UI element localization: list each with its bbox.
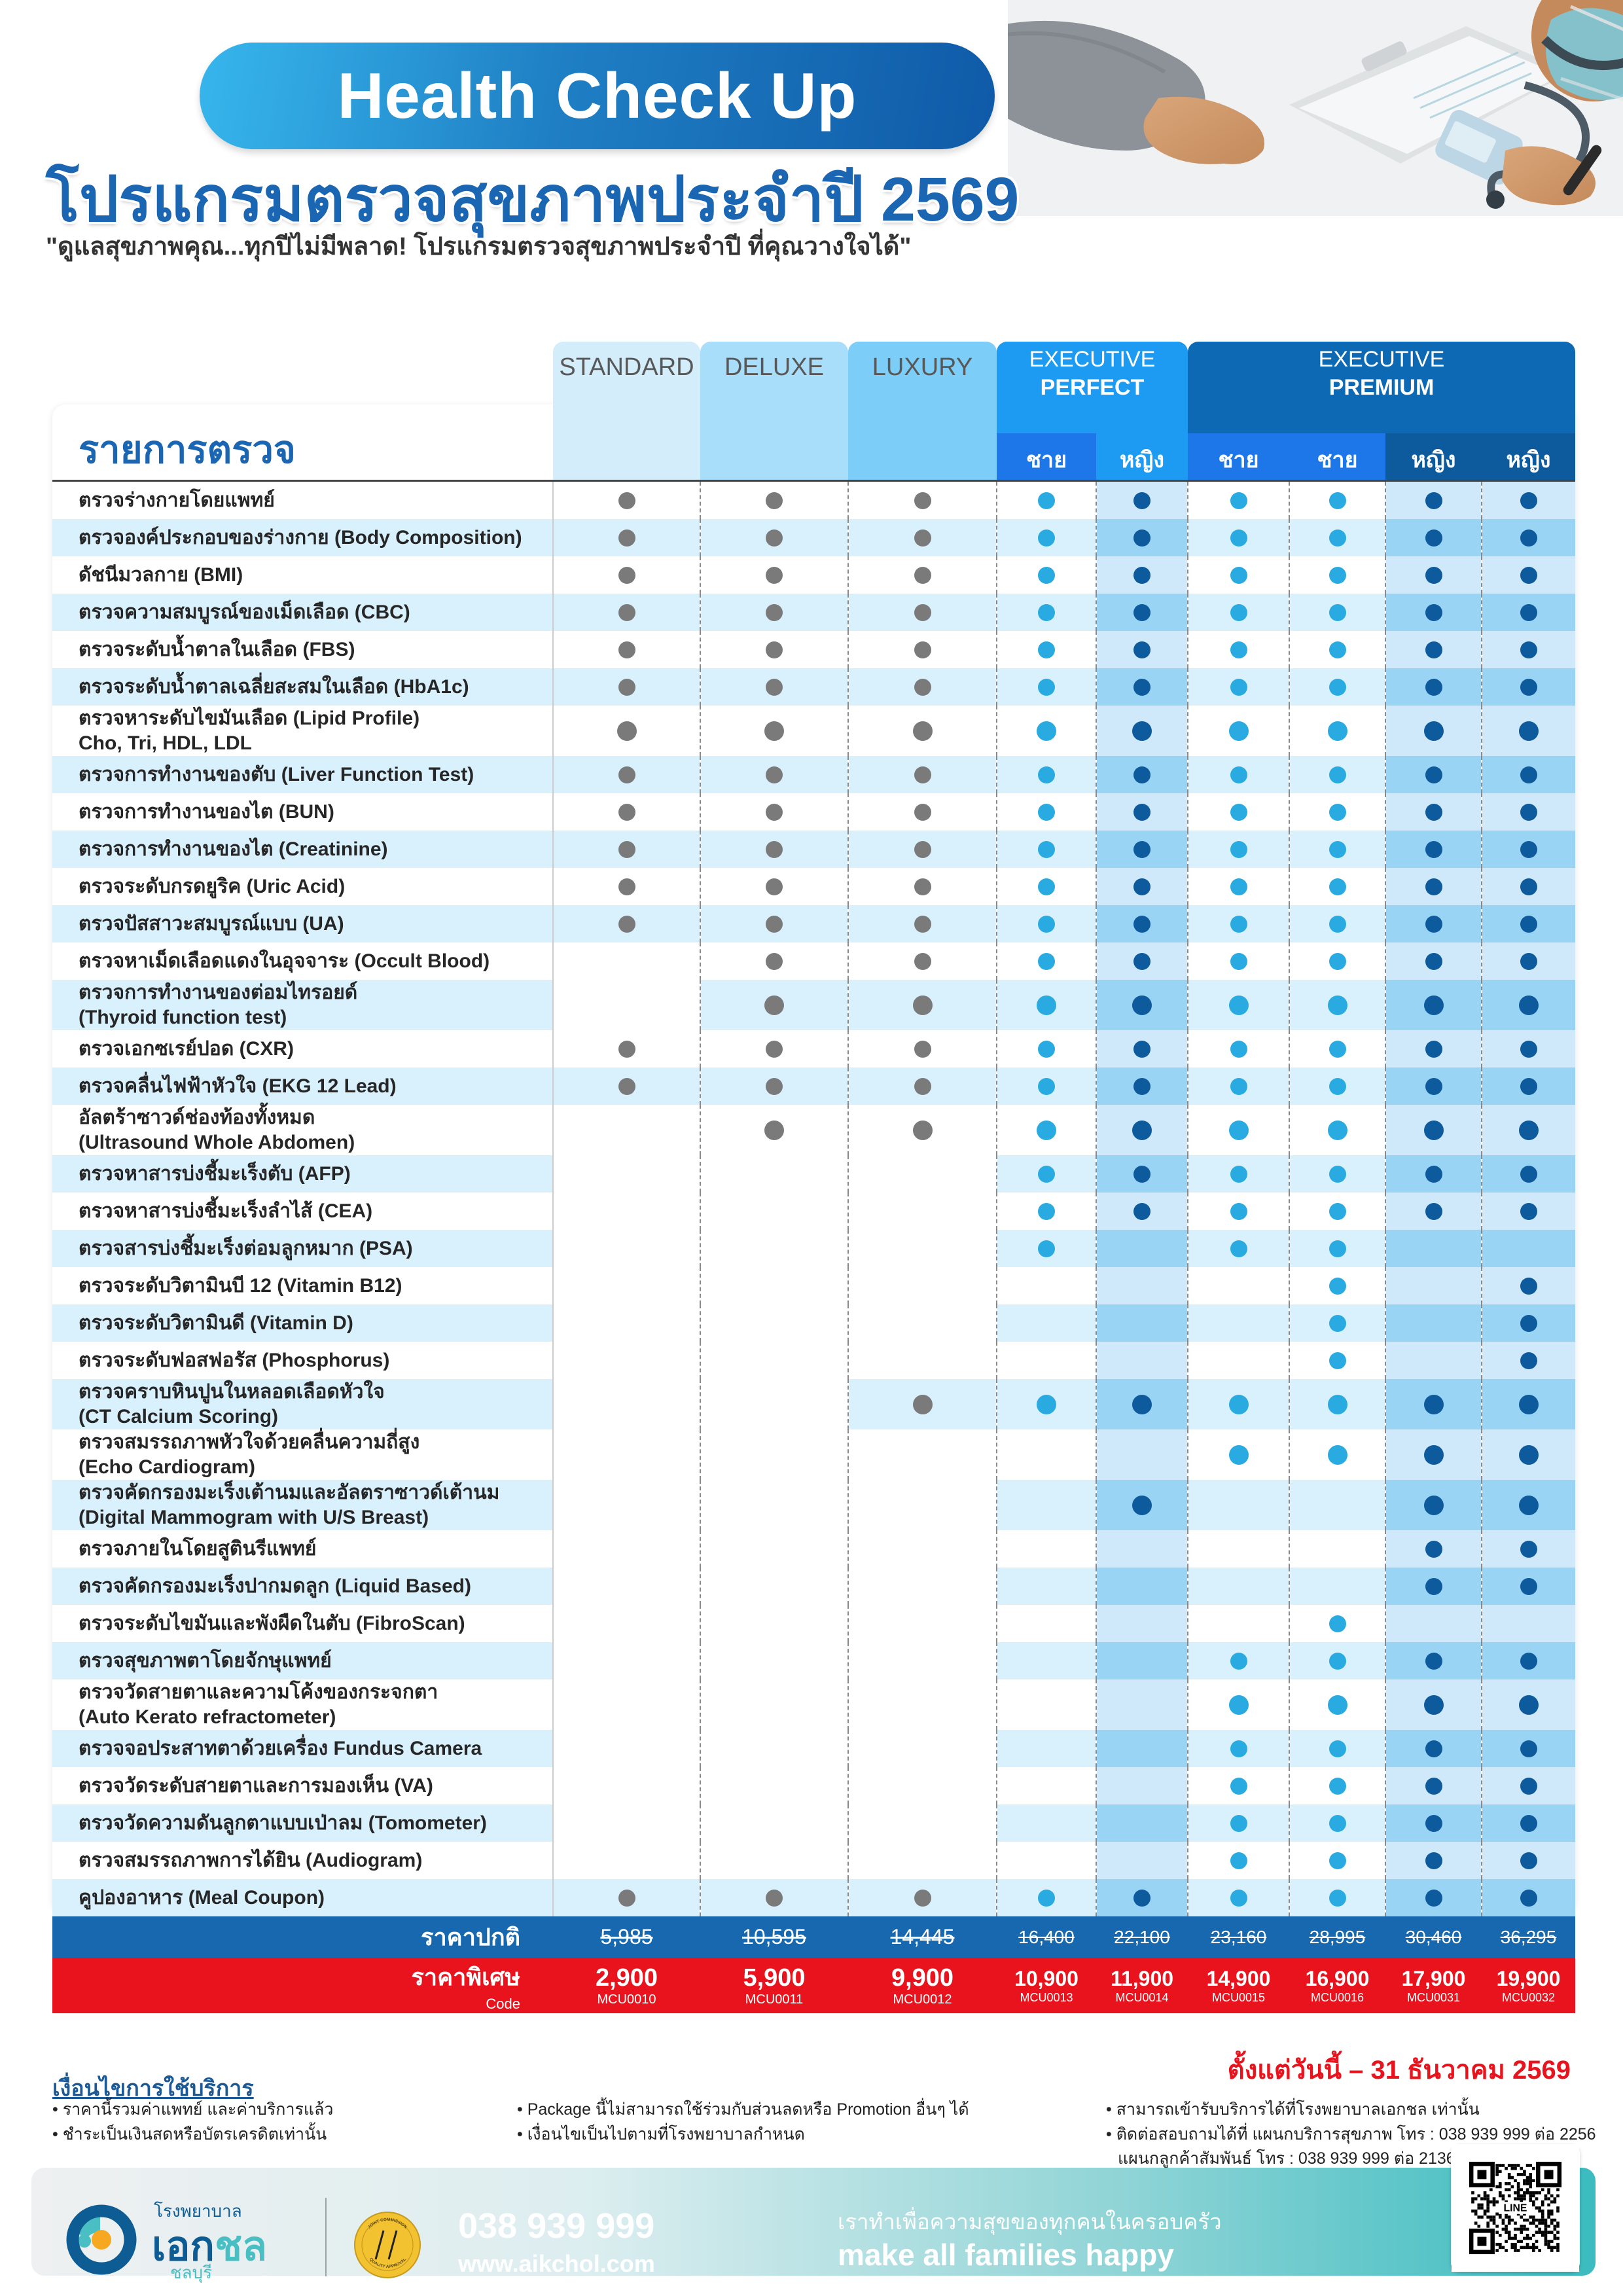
svg-text:LINE: LINE [1504, 2203, 1527, 2214]
